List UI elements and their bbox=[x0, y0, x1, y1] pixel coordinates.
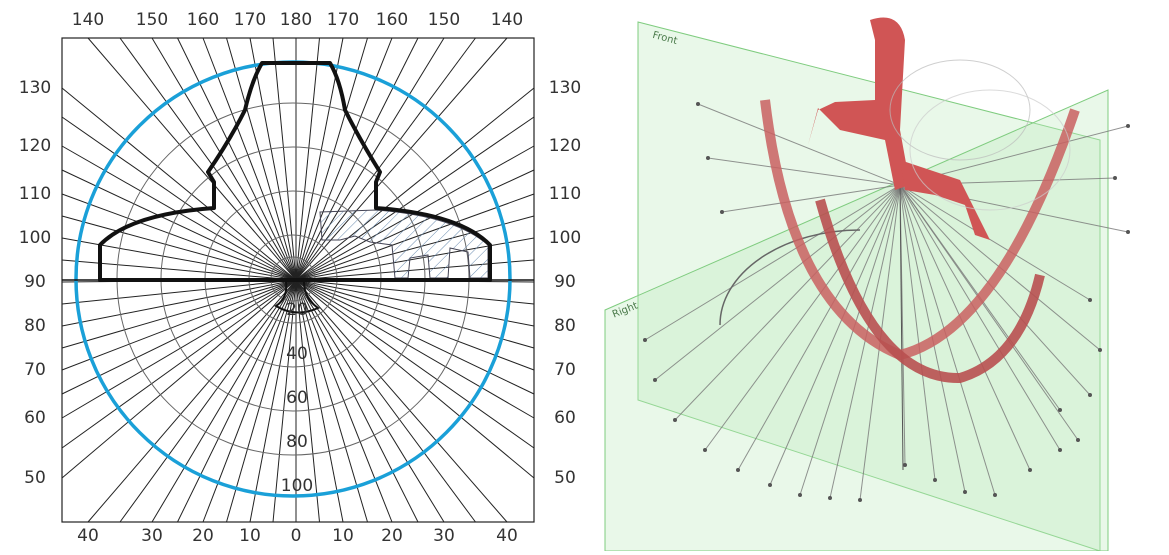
ray-tip bbox=[933, 478, 937, 482]
right-label: 90 bbox=[554, 272, 576, 292]
right-label: 70 bbox=[554, 360, 576, 380]
ray-tip bbox=[703, 448, 707, 452]
bottom-label: 10 bbox=[332, 526, 354, 546]
radial-label: 60 bbox=[286, 388, 308, 408]
left-label: 60 bbox=[24, 408, 46, 428]
3d-render: Front Right bbox=[605, 18, 1130, 552]
top-label: 170 bbox=[234, 10, 266, 30]
ray-tip bbox=[1076, 438, 1080, 442]
ray-tip bbox=[858, 498, 862, 502]
left-label: 100 bbox=[19, 228, 51, 248]
top-label: 170 bbox=[327, 10, 359, 30]
top-label: 150 bbox=[136, 10, 168, 30]
bottom-label: 0 bbox=[291, 526, 302, 546]
ray-tip bbox=[673, 418, 677, 422]
ray-tip bbox=[720, 210, 724, 214]
bottom-label: 20 bbox=[192, 526, 214, 546]
radial-label: 40 bbox=[286, 344, 308, 364]
right-label: 110 bbox=[549, 184, 581, 204]
left-label: 70 bbox=[24, 360, 46, 380]
top-label: 160 bbox=[376, 10, 408, 30]
ray-tip bbox=[1113, 176, 1117, 180]
top-label: 180 bbox=[280, 10, 312, 30]
left-label: 110 bbox=[19, 184, 51, 204]
ray-tip bbox=[1126, 230, 1130, 234]
right-label: 60 bbox=[554, 408, 576, 428]
ray-tip bbox=[736, 468, 740, 472]
radial-label: 80 bbox=[286, 432, 308, 452]
bottom-label: 30 bbox=[141, 526, 163, 546]
left-label: 120 bbox=[19, 136, 51, 156]
bottom-label: 30 bbox=[433, 526, 455, 546]
right-label: 120 bbox=[549, 136, 581, 156]
right-label: 80 bbox=[554, 316, 576, 336]
left-label: 130 bbox=[19, 78, 51, 98]
radial-label: 20 bbox=[286, 300, 308, 320]
bottom-label: 10 bbox=[239, 526, 261, 546]
bottom-label: 40 bbox=[77, 526, 99, 546]
ray-tip bbox=[1028, 468, 1032, 472]
ray-tip bbox=[828, 496, 832, 500]
ray-tip bbox=[798, 493, 802, 497]
ray-tip bbox=[1058, 448, 1062, 452]
left-label: 80 bbox=[24, 316, 46, 336]
bottom-label: 40 bbox=[496, 526, 518, 546]
ray-tip bbox=[706, 156, 710, 160]
ray-tip bbox=[903, 463, 907, 467]
left-label: 50 bbox=[24, 468, 46, 488]
radial-label: 100 bbox=[281, 476, 313, 496]
ray-tip bbox=[1098, 348, 1102, 352]
left-label: 90 bbox=[24, 272, 46, 292]
ray-tip bbox=[1058, 408, 1062, 412]
right-label: 100 bbox=[549, 228, 581, 248]
top-label: 140 bbox=[491, 10, 523, 30]
top-label: 140 bbox=[72, 10, 104, 30]
ray-tip bbox=[1088, 393, 1092, 397]
right-label: 50 bbox=[554, 468, 576, 488]
ray-tip bbox=[653, 378, 657, 382]
bottom-label: 20 bbox=[381, 526, 403, 546]
right-label: 130 bbox=[549, 78, 581, 98]
ray-tip bbox=[963, 490, 967, 494]
figure: 1401501601701801701601501404030201001020… bbox=[0, 0, 1169, 551]
ray-tip bbox=[768, 483, 772, 487]
ray-tip bbox=[1126, 124, 1130, 128]
top-label: 150 bbox=[428, 10, 460, 30]
ray-tip bbox=[643, 338, 647, 342]
top-label: 160 bbox=[187, 10, 219, 30]
ray-tip bbox=[696, 102, 700, 106]
ray-tip bbox=[1088, 298, 1092, 302]
ray-tip bbox=[993, 493, 997, 497]
